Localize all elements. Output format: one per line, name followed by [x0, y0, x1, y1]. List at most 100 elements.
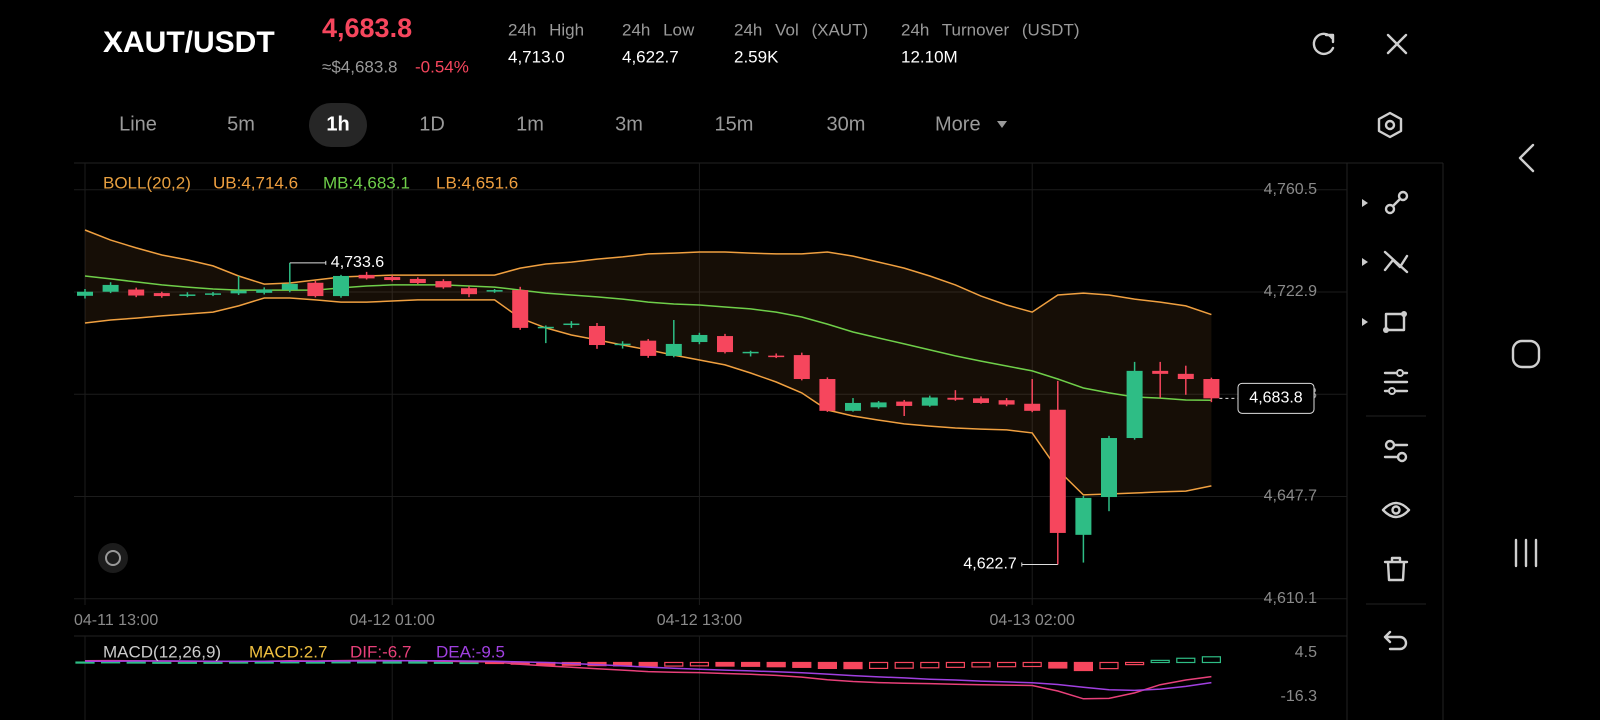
tab[interactable]: 5m	[227, 113, 255, 135]
candle-body	[230, 290, 247, 294]
macd-bar	[766, 661, 786, 668]
macd-bar	[843, 661, 863, 670]
stat-label: 24h Turnover (USDT)	[901, 20, 1080, 39]
price-tag-label: 4,683.8	[1249, 390, 1302, 407]
macd-bar	[408, 661, 428, 664]
candle-body	[409, 278, 426, 284]
legend-entry: LB:4,651.6	[436, 173, 518, 192]
candle-body	[691, 334, 708, 343]
tab[interactable]: 1h	[326, 113, 349, 135]
macd-bar	[433, 661, 453, 664]
annotation-label: 4,622.7	[963, 556, 1016, 573]
macd-bar	[1099, 661, 1119, 670]
candle-body	[179, 294, 196, 296]
legend-entry: MB:4,683.1	[323, 173, 410, 192]
nav-recents[interactable]	[1514, 538, 1538, 568]
candle-body	[1049, 409, 1066, 533]
macd-bar	[1073, 661, 1094, 672]
candle-body	[870, 402, 887, 408]
macd-bar	[305, 661, 325, 664]
tab[interactable]: Line	[119, 113, 157, 135]
candle-body	[205, 293, 221, 295]
macd-bar	[689, 661, 710, 667]
undo-tool[interactable]	[1383, 630, 1408, 651]
macd-bar	[382, 661, 402, 664]
macd-bar	[357, 661, 377, 664]
annotation-line	[1021, 562, 1058, 567]
candle-body	[742, 351, 759, 354]
stat-label: 24h High	[508, 20, 584, 39]
tab[interactable]: 1m	[516, 113, 544, 135]
y-tick-label: 4,610.1	[1264, 590, 1317, 607]
pattern-tool[interactable]	[1383, 439, 1409, 463]
candle-body	[281, 283, 298, 290]
y-tick-label: 4.5	[1295, 644, 1317, 661]
stat-value: 12.10M	[901, 47, 958, 66]
candle-body	[563, 323, 580, 326]
tab[interactable]: 3m	[615, 113, 643, 135]
x-tick-label: 04-13 02:00	[989, 612, 1075, 629]
candle-body	[1203, 379, 1220, 399]
stat-value: 4,713.0	[508, 47, 565, 66]
candle-body	[333, 275, 349, 297]
tab[interactable]: 15m	[715, 113, 754, 135]
candle-body	[768, 355, 785, 358]
timeframe-tabs: Line 5m 1h 1D 1m 3m 15m 30m More	[119, 113, 980, 135]
candle-body	[1152, 370, 1169, 374]
candle-body	[153, 293, 170, 297]
tab[interactable]: More	[935, 113, 981, 135]
macd-bar	[126, 661, 146, 664]
candle-body	[921, 397, 938, 406]
candle-body	[1101, 438, 1117, 498]
settings-button[interactable]	[1377, 111, 1403, 139]
macd-bar	[740, 661, 761, 667]
legend-entry: DIF:-6.7	[350, 642, 411, 661]
macd-bar	[75, 661, 95, 664]
y-tick-label: 4,647.7	[1264, 488, 1317, 505]
candle-body	[1126, 370, 1143, 439]
expand-caret	[1362, 258, 1368, 266]
more-caret[interactable]	[997, 121, 1007, 128]
nav-back[interactable]	[1518, 143, 1535, 173]
y-tick-label: 4,760.5	[1264, 181, 1317, 198]
macd-bar	[229, 661, 249, 664]
macd-bar	[1176, 657, 1196, 664]
candle-body	[947, 397, 964, 400]
shape-tool[interactable]	[1383, 311, 1407, 333]
x-tick-label: 04-12 01:00	[349, 612, 435, 629]
candle-body	[845, 402, 861, 411]
expand-caret	[1362, 318, 1368, 326]
candle-body	[102, 284, 119, 292]
macd-bar	[254, 661, 274, 664]
macd-bar	[280, 661, 300, 664]
chart-logo-button[interactable]	[98, 543, 128, 573]
visibility-tool[interactable]	[1381, 501, 1411, 519]
band-fill	[85, 229, 1212, 495]
x-tick-label: 04-11 13:00	[74, 612, 158, 629]
ray-tool[interactable]	[1383, 250, 1409, 274]
tab[interactable]: 30m	[827, 113, 866, 135]
macd-bar	[331, 661, 351, 664]
symbol: XAUT/USDT	[103, 26, 275, 59]
macd-bar	[1022, 661, 1042, 668]
stat-value: 4,622.7	[622, 47, 679, 66]
tab[interactable]: 1D	[419, 113, 445, 135]
macd-bar	[638, 661, 658, 667]
indicator-line	[84, 275, 1212, 401]
macd-bar	[817, 661, 838, 670]
x-tick-label: 04-12 13:00	[657, 612, 743, 629]
chart-logo-icon	[105, 550, 121, 566]
fib-tool[interactable]	[1383, 369, 1409, 395]
delete-tool[interactable]	[1383, 556, 1409, 582]
candle-body	[1075, 497, 1092, 535]
macd-bar	[715, 661, 735, 667]
refresh-button[interactable]	[1312, 32, 1335, 56]
macd-bar	[177, 661, 197, 664]
macd-bar	[203, 661, 223, 664]
trendline-tool[interactable]	[1384, 190, 1409, 215]
macd-bar	[1124, 661, 1145, 666]
nav-home[interactable]	[1511, 339, 1541, 369]
close-button[interactable]	[1386, 33, 1408, 55]
candle-body	[998, 400, 1015, 405]
